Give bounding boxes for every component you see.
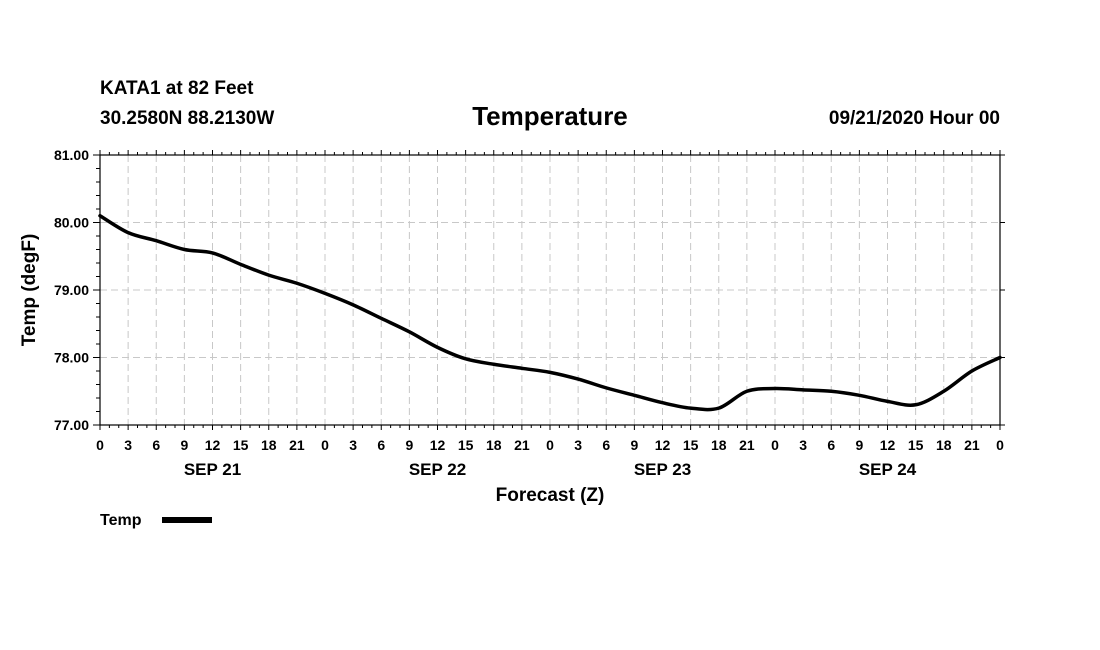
x-tick-label: 12 [880, 437, 896, 453]
x-tick-label: 18 [936, 437, 952, 453]
location-label: 30.2580N 88.2130W [100, 108, 274, 129]
day-label: SEP 22 [409, 460, 466, 479]
x-tick-label: 6 [152, 437, 160, 453]
x-tick-label: 15 [458, 437, 474, 453]
y-tick-label: 81.00 [54, 147, 89, 163]
x-tick-label: 9 [405, 437, 413, 453]
x-tick-label: 18 [261, 437, 277, 453]
x-tick-label: 3 [799, 437, 807, 453]
timestamp-label: 09/21/2020 Hour 00 [829, 108, 1000, 129]
x-tick-label: 3 [124, 437, 132, 453]
y-axis: 77.00 78.00 79.00 80.00 81.00 [54, 147, 1005, 433]
plot-frame [99, 154, 1001, 426]
x-tick-label: 3 [574, 437, 582, 453]
y-tick-label: 80.00 [54, 215, 89, 231]
x-tick-label: 6 [602, 437, 610, 453]
x-tick-label: 9 [630, 437, 638, 453]
day-label: SEP 21 [184, 460, 241, 479]
station-label: KATA1 at 82 Feet [100, 78, 254, 99]
x-tick-label: 21 [514, 437, 530, 453]
day-label: SEP 24 [859, 460, 917, 479]
x-tick-label: 0 [96, 437, 104, 453]
x-tick-label: 6 [377, 437, 385, 453]
x-tick-label: 3 [349, 437, 357, 453]
y-tick-label: 78.00 [54, 350, 89, 366]
x-tick-label: 15 [233, 437, 249, 453]
x-tick-label: 9 [180, 437, 188, 453]
y-tick-label: 79.00 [54, 282, 89, 298]
y-tick-label: 77.00 [54, 417, 89, 433]
day-labels: SEP 21 SEP 22 SEP 23 SEP 24 [184, 460, 917, 479]
grid-lines [100, 155, 1000, 425]
x-tick-label: 21 [289, 437, 305, 453]
x-tick-label: 0 [996, 437, 1004, 453]
x-tick-label: 12 [655, 437, 671, 453]
x-tick-label: 9 [855, 437, 863, 453]
legend-label: Temp [100, 512, 142, 529]
x-tick-label: 21 [739, 437, 755, 453]
temp-series-line [98, 214, 1002, 412]
x-tick-label: 12 [205, 437, 221, 453]
x-axis-title: Forecast (Z) [496, 485, 605, 506]
x-tick-label: 0 [546, 437, 554, 453]
x-tick-label: 15 [908, 437, 924, 453]
x-tick-label: 18 [711, 437, 727, 453]
x-tick-label: 12 [430, 437, 446, 453]
x-tick-label: 18 [486, 437, 502, 453]
day-label: SEP 23 [634, 460, 691, 479]
chart-title: Temperature [472, 101, 628, 131]
y-axis-title: Temp (degF) [19, 234, 40, 347]
x-tick-label: 6 [827, 437, 835, 453]
x-tick-label: 0 [321, 437, 329, 453]
x-tick-label: 21 [964, 437, 980, 453]
x-tick-label: 0 [771, 437, 779, 453]
x-tick-label: 15 [683, 437, 699, 453]
